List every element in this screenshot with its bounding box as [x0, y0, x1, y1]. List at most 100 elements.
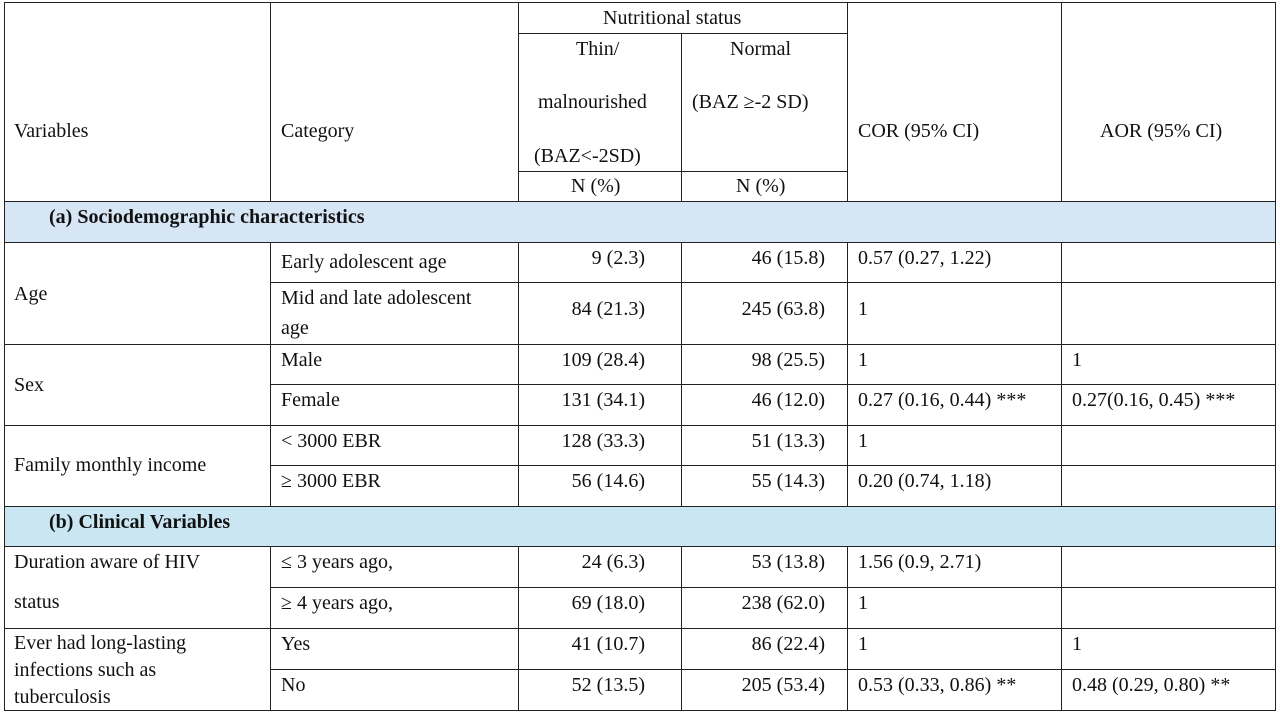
infection-r1-category: Yes [281, 633, 311, 655]
age-r2-category-line2: age [281, 317, 309, 339]
header-n-pct-thin: N (%) [571, 175, 621, 197]
header-category: Category [281, 120, 355, 142]
sex-variable-cell: Sex [4, 344, 271, 426]
income-variable-cell: Family monthly income [4, 425, 271, 507]
infection-variable-line1: Ever had long-lasting [14, 632, 187, 654]
duration-r2-thin-cell: 69 (18.0) [518, 587, 682, 629]
income-r1-cor: 1 [858, 430, 868, 452]
sex-r1-cor-cell: 1 [847, 344, 1062, 385]
age-r1-cor-cell: 0.57 (0.27, 1.22) [847, 242, 1062, 283]
age-r1-category: Early adolescent age [281, 251, 447, 273]
age-r1-cor: 0.57 (0.27, 1.22) [858, 247, 992, 269]
sex-r1-category: Male [281, 349, 323, 371]
header-nutritional-status-cell: Nutritional status [518, 2, 848, 34]
infection-r1-cor: 1 [858, 633, 868, 655]
income-r2-normal: 55 (14.3) [751, 470, 825, 492]
sex-r1-aor: 1 [1072, 349, 1082, 371]
infection-variable-line2: infections such as [14, 659, 157, 681]
income-variable: Family monthly income [14, 454, 207, 476]
duration-variable-line1: Duration aware of HIV [14, 551, 201, 573]
infection-r2-thin-cell: 52 (13.5) [518, 669, 682, 711]
duration-r1-thin: 24 (6.3) [581, 551, 645, 573]
sex-r2-normal-cell: 46 (12.0) [681, 384, 848, 426]
sex-r1-normal-cell: 98 (25.5) [681, 344, 848, 385]
regression-table: Variables Category Nutritional status Th… [4, 2, 1276, 711]
header-normal-line1: Normal [730, 38, 792, 60]
header-normal-line2: (BAZ ≥-2 SD) [692, 91, 809, 113]
duration-r1-category: ≤ 3 years ago, [281, 551, 394, 573]
section-b-band: (b) Clinical Variables [4, 506, 1276, 547]
income-r2-category-cell: ≥ 3000 EBR [270, 465, 519, 507]
infection-r1-aor: 1 [1072, 633, 1082, 655]
income-r1-thin: 128 (33.3) [561, 430, 645, 452]
header-thin-cell: Thin/ malnourished (BAZ<-2SD) [518, 33, 682, 172]
age-r1-category-cell: Early adolescent age [270, 242, 519, 283]
age-r1-thin: 9 (2.3) [591, 247, 645, 269]
duration-r1-normal: 53 (13.8) [751, 551, 825, 573]
duration-r2-aor-cell [1061, 587, 1276, 629]
income-r2-category: ≥ 3000 EBR [281, 470, 381, 492]
infection-r1-category-cell: Yes [270, 628, 519, 670]
infection-r1-thin-cell: 41 (10.7) [518, 628, 682, 670]
duration-r1-aor-cell [1061, 546, 1276, 588]
header-n-thin-cell: N (%) [518, 171, 682, 202]
duration-r2-normal: 238 (62.0) [741, 592, 825, 614]
age-r2-normal: 245 (63.8) [741, 298, 825, 320]
age-variable-cell: Age [4, 242, 271, 345]
sex-r2-aor: 0.27(0.16, 0.45) *** [1072, 389, 1236, 411]
header-aor-cell: AOR (95% CI) [1061, 2, 1276, 202]
header-variables-cell: Variables [4, 2, 271, 202]
duration-variable-cell: Duration aware of HIV status [4, 546, 271, 629]
duration-r1-cor-cell: 1.56 (0.9, 2.71) [847, 546, 1062, 588]
header-category-cell: Category [270, 2, 519, 202]
age-r2-thin-cell: 84 (21.3) [518, 282, 682, 345]
header-thin-line3: (BAZ<-2SD) [534, 145, 641, 167]
header-cor-cell: COR (95% CI) [847, 2, 1062, 202]
header-normal-cell: Normal (BAZ ≥-2 SD) [681, 33, 848, 172]
sex-r2-aor-cell: 0.27(0.16, 0.45) *** [1061, 384, 1276, 426]
duration-r2-category-cell: ≥ 4 years ago, [270, 587, 519, 629]
infection-r2-aor: 0.48 (0.29, 0.80) ** [1072, 674, 1231, 696]
income-r2-cor-cell: 0.20 (0.74, 1.18) [847, 465, 1062, 507]
sex-r1-thin-cell: 109 (28.4) [518, 344, 682, 385]
section-b-title: (b) Clinical Variables [49, 511, 231, 533]
header-thin-line1: Thin/ [576, 38, 620, 60]
infection-r1-aor-cell: 1 [1061, 628, 1276, 670]
age-r2-normal-cell: 245 (63.8) [681, 282, 848, 345]
income-r2-normal-cell: 55 (14.3) [681, 465, 848, 507]
income-r1-normal-cell: 51 (13.3) [681, 425, 848, 466]
age-r1-aor-cell [1061, 242, 1276, 283]
sex-r2-category-cell: Female [270, 384, 519, 426]
income-r2-cor: 0.20 (0.74, 1.18) [858, 470, 992, 492]
sex-r2-cor: 0.27 (0.16, 0.44) *** [858, 389, 1027, 411]
sex-r2-cor-cell: 0.27 (0.16, 0.44) *** [847, 384, 1062, 426]
infection-r1-cor-cell: 1 [847, 628, 1062, 670]
age-r2-cor: 1 [858, 298, 868, 320]
income-r1-cor-cell: 1 [847, 425, 1062, 466]
infection-r2-cor: 0.53 (0.33, 0.86) ** [858, 674, 1017, 696]
sex-r1-aor-cell: 1 [1061, 344, 1276, 385]
header-n-normal-cell: N (%) [681, 171, 848, 202]
sex-variable: Sex [14, 374, 44, 396]
infection-r2-thin: 52 (13.5) [571, 674, 645, 696]
age-r2-thin: 84 (21.3) [571, 298, 645, 320]
infection-r1-thin: 41 (10.7) [571, 633, 645, 655]
sex-r1-cor: 1 [858, 349, 868, 371]
sex-r2-normal: 46 (12.0) [751, 389, 825, 411]
header-variables: Variables [14, 120, 89, 142]
income-r1-category-cell: < 3000 EBR [270, 425, 519, 466]
infection-r2-category-cell: No [270, 669, 519, 711]
header-cor: COR (95% CI) [858, 120, 980, 142]
infection-r2-category: No [281, 674, 306, 696]
duration-r2-normal-cell: 238 (62.0) [681, 587, 848, 629]
infection-r2-normal-cell: 205 (53.4) [681, 669, 848, 711]
duration-r2-cor-cell: 1 [847, 587, 1062, 629]
infection-variable-line3: tuberculosis [14, 686, 111, 708]
duration-r1-cor: 1.56 (0.9, 2.71) [858, 551, 982, 573]
age-r2-category-cell: Mid and late adolescent age [270, 282, 519, 345]
sex-r2-thin: 131 (34.1) [561, 389, 645, 411]
duration-variable-line2: status [14, 591, 60, 613]
age-r2-cor-cell: 1 [847, 282, 1062, 345]
header-thin-line2: malnourished [538, 91, 647, 113]
header-n-pct-normal: N (%) [736, 175, 786, 197]
